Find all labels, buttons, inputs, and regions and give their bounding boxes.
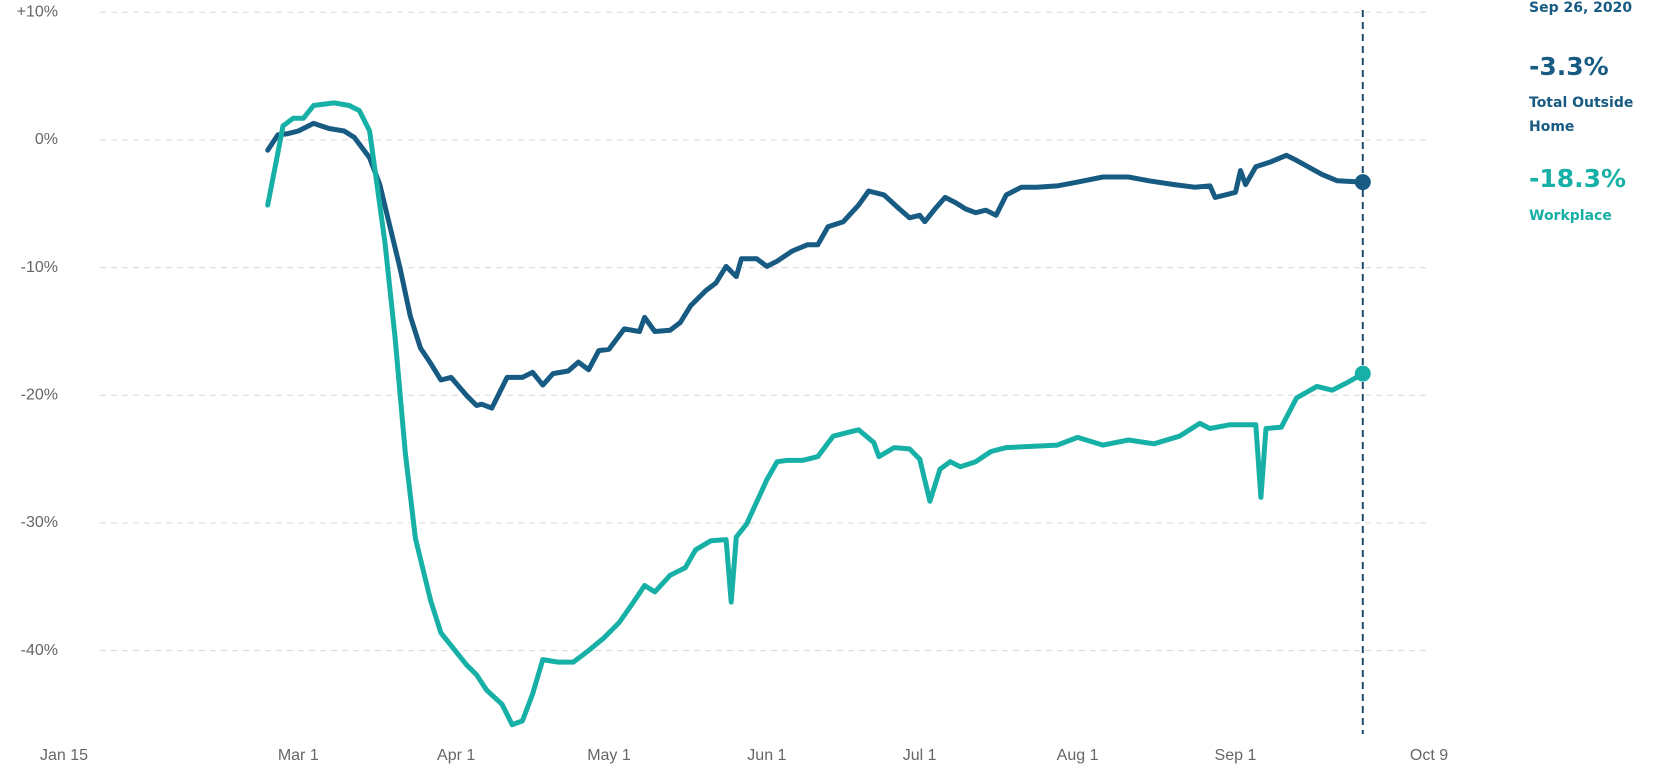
legend-label: Workplace: [1529, 208, 1612, 224]
y-tick-label: -40%: [21, 642, 58, 659]
highlight-value: -3.3%: [1529, 52, 1609, 81]
x-tick-label: Jul 1: [903, 747, 937, 764]
x-tick-label: Aug 1: [1057, 747, 1099, 764]
x-tick-label: Mar 1: [278, 747, 319, 764]
highlight-value: -18.3%: [1529, 164, 1627, 193]
legend-label: Total Outside Home: [1529, 95, 1634, 135]
series-line: [265, 100, 1366, 728]
y-tick-label: -10%: [21, 259, 58, 276]
x-tick-label: Apr 1: [437, 747, 475, 764]
series-line: [265, 120, 1366, 411]
x-tick-label: May 1: [587, 747, 631, 764]
highlight-date: Sep 26, 2020: [1529, 0, 1633, 16]
y-tick-label: 0%: [35, 131, 58, 148]
x-tick-label: Sep 1: [1215, 747, 1257, 764]
highlight-dot: [1354, 365, 1371, 382]
x-tick-label: Jun 1: [747, 747, 786, 764]
y-tick-label: -30%: [21, 514, 58, 531]
x-tick-label: Oct 9: [1410, 747, 1448, 764]
y-tick-label: -20%: [21, 387, 58, 404]
y-tick-label: +10%: [17, 4, 58, 21]
highlight-dot: [1354, 174, 1371, 191]
x-tick-label: Jan 15: [40, 747, 88, 764]
